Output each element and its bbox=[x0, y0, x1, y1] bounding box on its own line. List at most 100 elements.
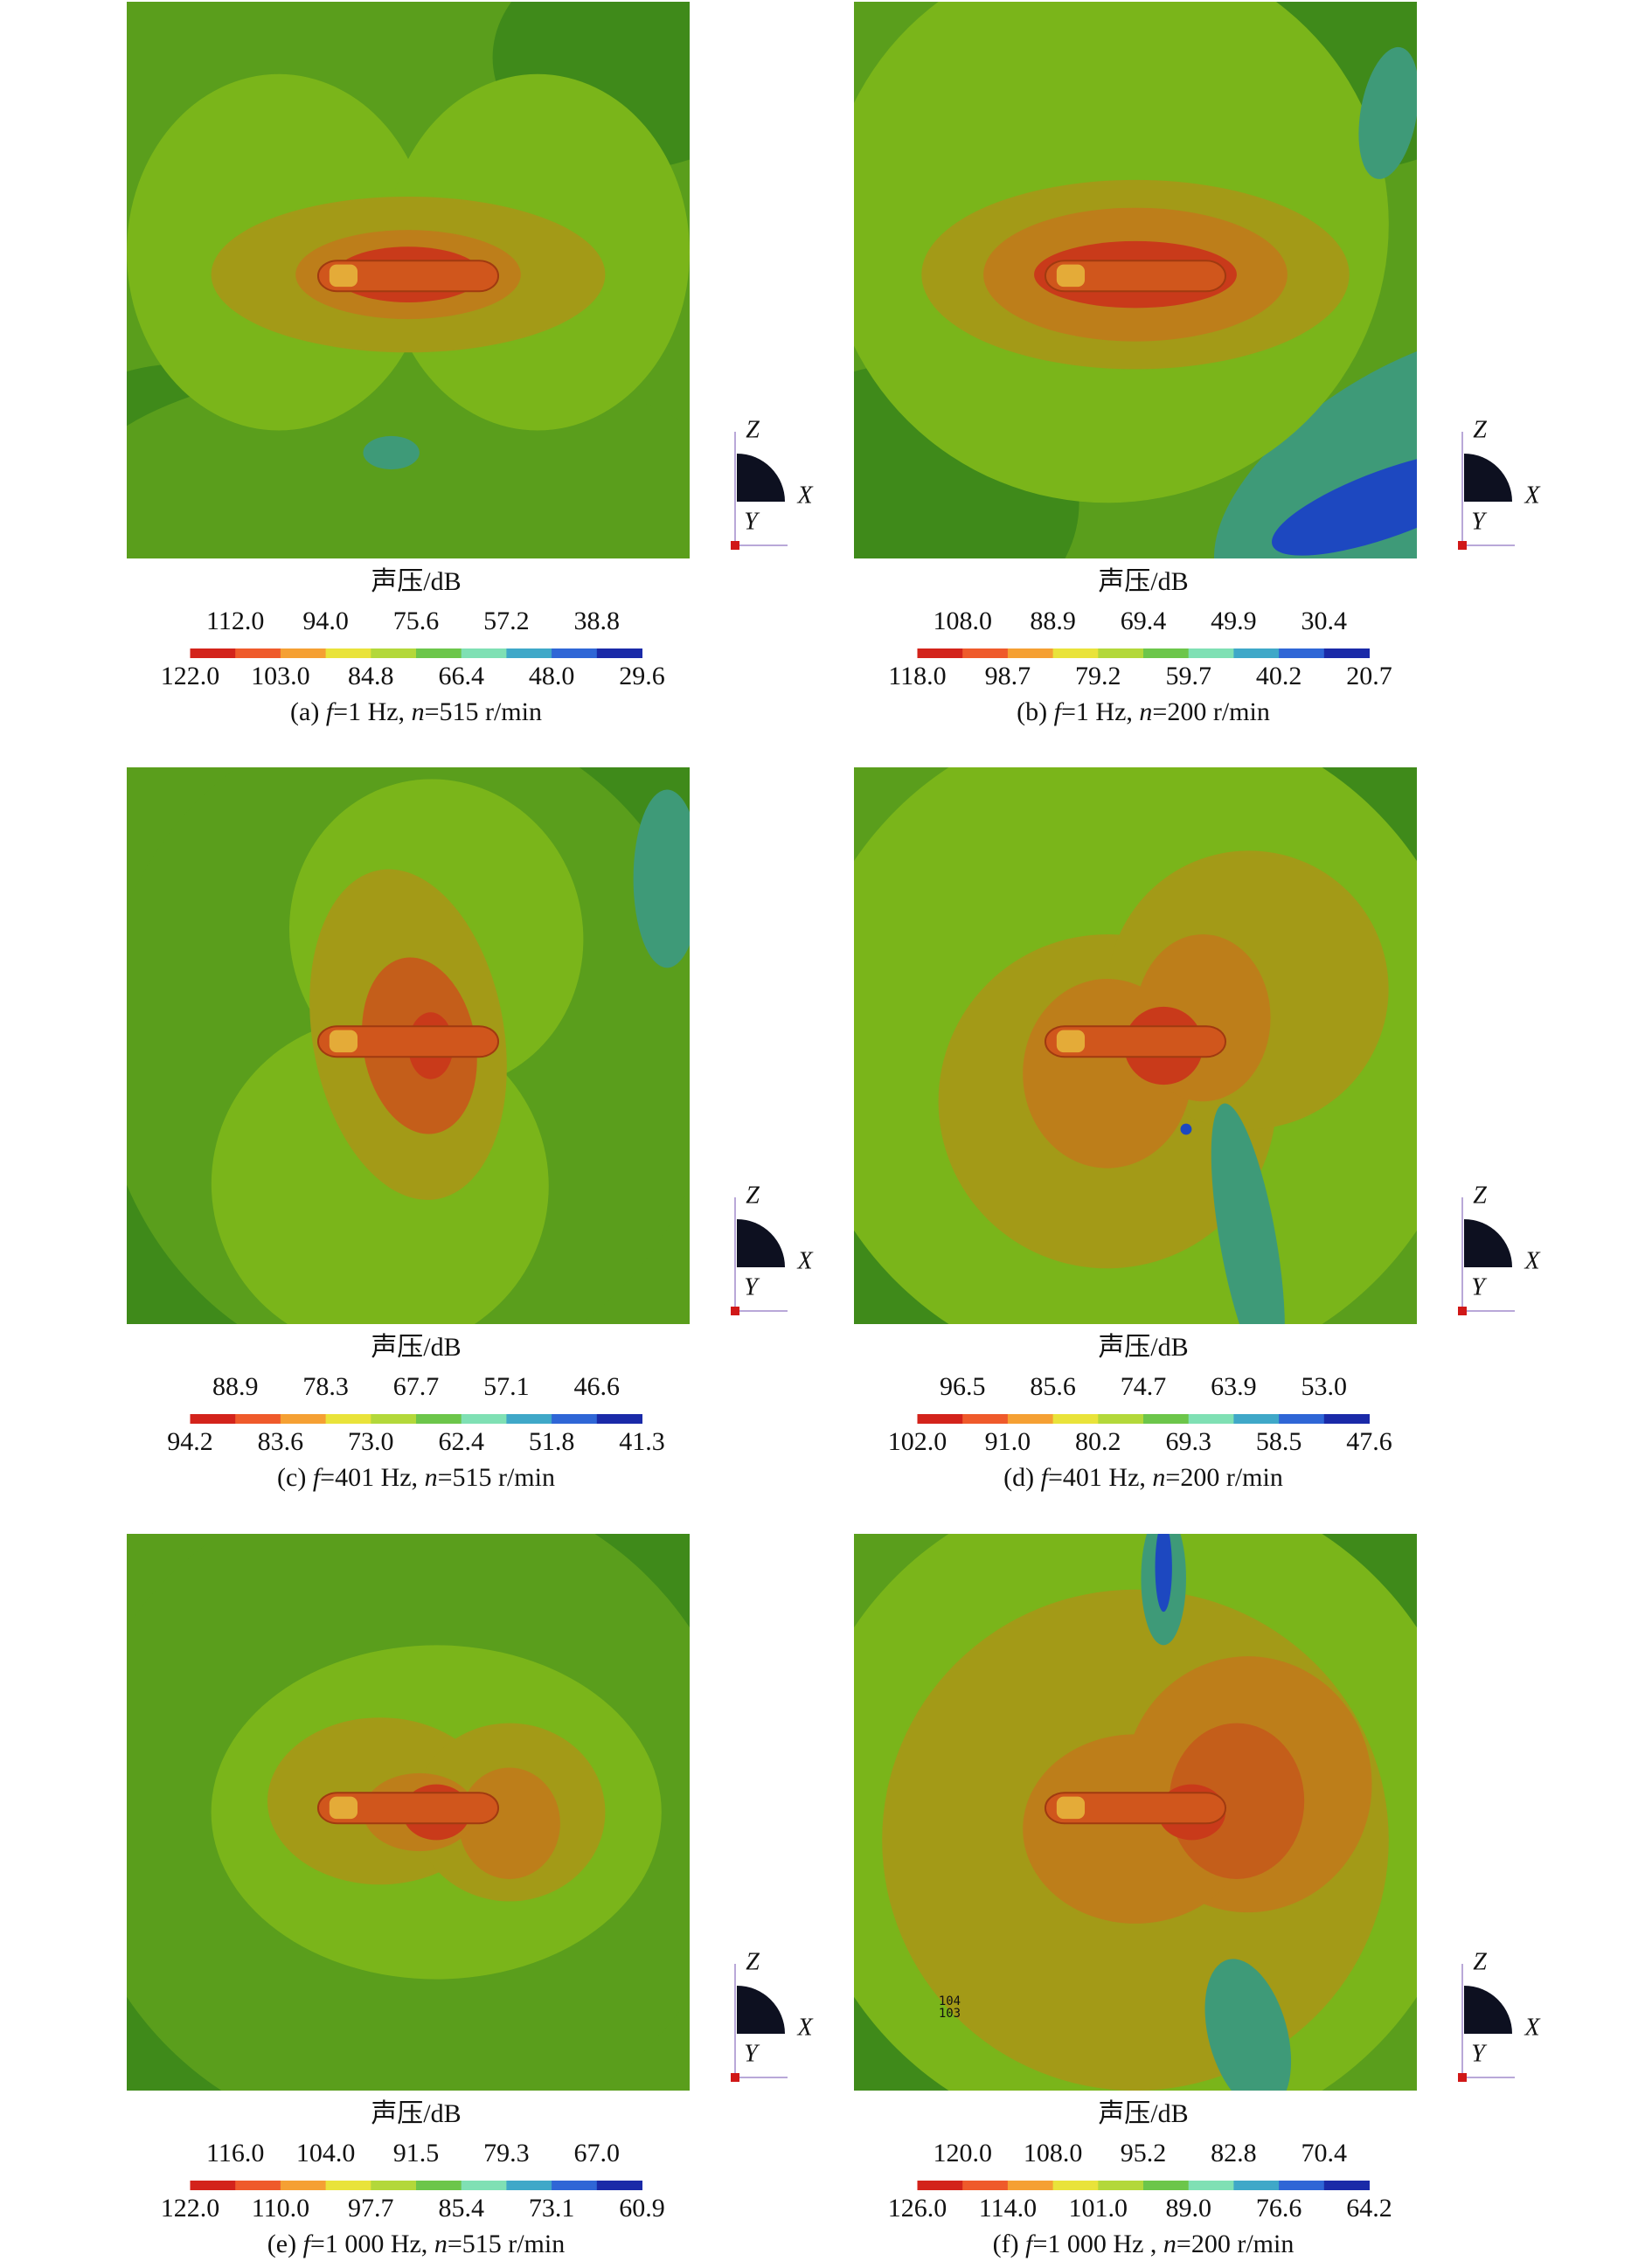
colorbar-segment bbox=[461, 648, 507, 658]
colorbar-segment bbox=[1188, 1414, 1234, 1424]
colorbar-label: 95.2 bbox=[1121, 2139, 1167, 2167]
caption-part: n bbox=[412, 697, 425, 726]
caption-part: =1 000 Hz , bbox=[1033, 2230, 1163, 2258]
triad-label: Y bbox=[1471, 508, 1488, 535]
colorbar-label: 60.9 bbox=[619, 2194, 665, 2223]
colorbar-segment bbox=[1143, 2181, 1190, 2190]
triad-label: Z bbox=[1473, 1182, 1487, 1209]
colorbar-segment bbox=[1098, 648, 1144, 658]
colorbar-title: 声压/dB bbox=[371, 2099, 461, 2128]
contour-band bbox=[363, 435, 420, 470]
triad-label: X bbox=[1524, 1247, 1540, 1274]
caption: (b) f=1 Hz, n=200 r/min bbox=[1017, 697, 1270, 726]
hull bbox=[316, 1025, 500, 1058]
colorbar-segment bbox=[1143, 648, 1190, 658]
colorbar-segment bbox=[1323, 648, 1370, 658]
colorbar-label: 38.8 bbox=[574, 607, 621, 635]
colorbar-segment bbox=[1007, 1414, 1054, 1424]
colorbar-label: 120.0 bbox=[933, 2139, 992, 2167]
colorbar-label: 114.0 bbox=[979, 2194, 1037, 2223]
triad-label: Y bbox=[1471, 1273, 1488, 1300]
colorbar-segment bbox=[280, 648, 327, 658]
triad-quadrant bbox=[1464, 1986, 1512, 2034]
colorbar-label: 41.3 bbox=[619, 1427, 665, 1456]
triad-label: Y bbox=[744, 2040, 760, 2067]
colorbar-label: 58.5 bbox=[1256, 1427, 1302, 1456]
colorbar-label: 30.4 bbox=[1301, 607, 1348, 635]
colorbar-segment bbox=[1098, 2181, 1144, 2190]
contour-band bbox=[633, 789, 690, 968]
colorbar-segment bbox=[962, 1414, 1009, 1424]
colorbar-label: 91.5 bbox=[393, 2139, 440, 2167]
triad-label: Z bbox=[1473, 1948, 1487, 1975]
colorbar-label: 40.2 bbox=[1256, 662, 1302, 690]
colorbar-label: 66.4 bbox=[438, 662, 484, 690]
triad-origin bbox=[1458, 2073, 1467, 2082]
colorbar-segment bbox=[235, 648, 281, 658]
colorbar-segment bbox=[371, 2181, 417, 2190]
colorbar-label: 110.0 bbox=[252, 2194, 309, 2223]
panel: Z X Y 声压/dB 96.5 85.6 74.7 63.9 53.0 102.0 91.0 80.… bbox=[854, 767, 1540, 1492]
colorbar-label: 112.0 bbox=[206, 607, 264, 635]
triad-label: X bbox=[1524, 482, 1540, 509]
caption: (c) f=401 Hz, n=515 r/min bbox=[277, 1463, 555, 1492]
triad-label: Z bbox=[746, 416, 760, 443]
colorbar-label: 73.1 bbox=[529, 2194, 575, 2223]
contour-label: 104 bbox=[939, 1994, 961, 2008]
colorbar-label: 101.0 bbox=[1069, 2194, 1128, 2223]
colorbar-segment bbox=[325, 648, 371, 658]
caption-part: (e) bbox=[267, 2230, 303, 2258]
colorbar-label: 74.7 bbox=[1121, 1372, 1167, 1401]
colorbar-segment bbox=[235, 1414, 281, 1424]
caption-part: =401 Hz, bbox=[1048, 1463, 1152, 1492]
caption-part: (f) bbox=[993, 2230, 1025, 2258]
colorbar-segment bbox=[1279, 648, 1325, 658]
colorbar-title: 声压/dB bbox=[371, 567, 461, 596]
colorbar-label: 67.7 bbox=[393, 1372, 440, 1401]
colorbar-label: 116.0 bbox=[206, 2139, 264, 2167]
colorbar-segment bbox=[1188, 648, 1234, 658]
colorbar-label: 63.9 bbox=[1211, 1372, 1257, 1401]
colorbar-segment bbox=[416, 2181, 462, 2190]
colorbar-segment bbox=[1007, 648, 1054, 658]
colorbar-label: 79.2 bbox=[1075, 662, 1121, 690]
hull-highlight bbox=[1056, 1030, 1086, 1053]
colorbar-segment bbox=[506, 2181, 552, 2190]
colorbar-label: 122.0 bbox=[161, 662, 220, 690]
colorbar-segment bbox=[190, 2181, 236, 2190]
colorbar-segment bbox=[1052, 648, 1099, 658]
triad-origin bbox=[731, 541, 739, 550]
triad-quadrant bbox=[1464, 1219, 1512, 1267]
hull-highlight bbox=[329, 1030, 358, 1053]
colorbar-segment bbox=[416, 1414, 462, 1424]
colorbar-segment bbox=[190, 1414, 236, 1424]
triad-quadrant bbox=[737, 1219, 785, 1267]
colorbar-label: 64.2 bbox=[1346, 2194, 1392, 2223]
triad-label: Y bbox=[744, 508, 760, 535]
contour-band bbox=[127, 364, 690, 558]
caption: (d) f=401 Hz, n=200 r/min bbox=[1003, 1463, 1283, 1492]
triad-origin bbox=[1458, 1307, 1467, 1315]
colorbar-label: 20.7 bbox=[1346, 662, 1392, 690]
colorbar-label: 94.2 bbox=[167, 1427, 213, 1456]
colorbar-label: 82.8 bbox=[1211, 2139, 1257, 2167]
contour-plot bbox=[127, 767, 690, 1324]
colorbar-segment bbox=[1323, 1414, 1370, 1424]
colorbar-segment bbox=[1233, 648, 1280, 658]
colorbar-segment bbox=[1279, 2181, 1325, 2190]
panel: Z X Y 声压/dB 108.0 88.9 69.4 49.9 30.4 118.0 98.7 79… bbox=[854, 2, 1540, 726]
caption: (e) f=1 000 Hz, n=515 r/min bbox=[267, 2230, 565, 2258]
contour-plot bbox=[854, 767, 1417, 1324]
colorbar-segment bbox=[917, 1414, 963, 1424]
caption-part: =515 r/min bbox=[425, 697, 542, 726]
colorbar-label: 78.3 bbox=[302, 1372, 349, 1401]
colorbar-label: 104.0 bbox=[296, 2139, 356, 2167]
colorbar-segment bbox=[371, 1414, 417, 1424]
hull-highlight bbox=[1056, 264, 1086, 288]
contour-band bbox=[1272, 449, 1417, 556]
contour-band bbox=[1155, 1534, 1172, 1613]
triad-label: X bbox=[796, 482, 813, 509]
triad-origin bbox=[731, 2073, 739, 2082]
colorbar-segment bbox=[917, 2181, 963, 2190]
colorbar-segment bbox=[1007, 2181, 1054, 2190]
